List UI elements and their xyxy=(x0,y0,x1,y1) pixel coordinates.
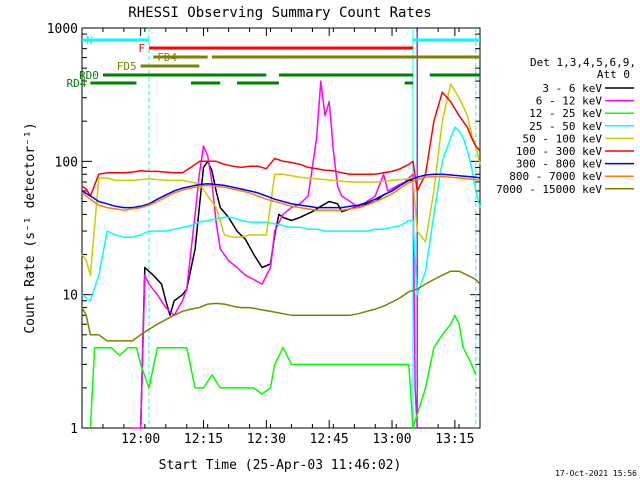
series-line xyxy=(81,83,481,276)
series-line xyxy=(81,91,481,197)
flag-bar-label: N xyxy=(86,34,93,47)
series-line xyxy=(81,175,481,211)
series-line xyxy=(139,160,413,429)
flag-bar-label: FD5 xyxy=(117,60,137,73)
legend-header-line-2: Att 0 xyxy=(597,68,630,81)
y-tick-label: 100 xyxy=(55,155,78,170)
series-line xyxy=(81,270,481,342)
flag-bar-label: F xyxy=(138,42,145,55)
y-axis-label: Count Rate (s⁻¹ detector⁻¹) xyxy=(23,122,38,333)
series-line xyxy=(132,80,418,429)
x-tick-label: 13:15 xyxy=(435,432,474,447)
x-tick-label: 12:30 xyxy=(247,432,286,447)
legend-header-line-1: Det 1,3,4,5,6,9, xyxy=(530,56,636,69)
legend-label: 3 - 6 keV xyxy=(542,82,602,95)
flag-bar-label: RD0 xyxy=(79,69,99,82)
legend-label: 7000 - 15000 keV xyxy=(496,183,602,196)
legend-label: 100 - 300 keV xyxy=(516,145,602,158)
legend-label: 12 - 25 keV xyxy=(529,107,602,120)
series-line xyxy=(81,126,481,302)
chart-title: RHESSI Observing Summary Count Rates xyxy=(128,5,431,21)
series-line xyxy=(81,173,481,209)
marker-lines xyxy=(148,28,477,428)
legend-label: 6 - 12 keV xyxy=(536,95,603,108)
legend-label: 50 - 100 keV xyxy=(523,132,603,145)
y-tick-label: 1 xyxy=(70,422,78,437)
y-tick-label: 1000 xyxy=(47,22,78,37)
x-tick-label: 13:00 xyxy=(372,432,411,447)
data-series xyxy=(81,80,481,429)
flag-bar-label: FD4 xyxy=(157,51,177,64)
legend-label: 800 - 7000 keV xyxy=(509,170,602,183)
y-tick-label: 10 xyxy=(62,289,78,304)
timestamp-label: 17-Oct-2021 15:56 xyxy=(555,469,637,478)
legend-label: 300 - 800 keV xyxy=(516,158,602,171)
series-line xyxy=(89,314,477,429)
x-tick-label: 12:45 xyxy=(310,432,349,447)
flag-bar-label: RD4 xyxy=(67,77,87,90)
plot-frame xyxy=(81,27,481,429)
axis-ticks: 12:00 12:15 12:30 12:45 13:00 13:15 1 10 100 1000 xyxy=(47,22,481,447)
legend-label: 25 - 50 keV xyxy=(529,120,602,133)
x-axis-label: Start Time (25-Apr-03 11:46:02) xyxy=(159,458,402,473)
x-tick-label: 12:15 xyxy=(184,432,223,447)
x-tick-label: 12:00 xyxy=(121,432,160,447)
